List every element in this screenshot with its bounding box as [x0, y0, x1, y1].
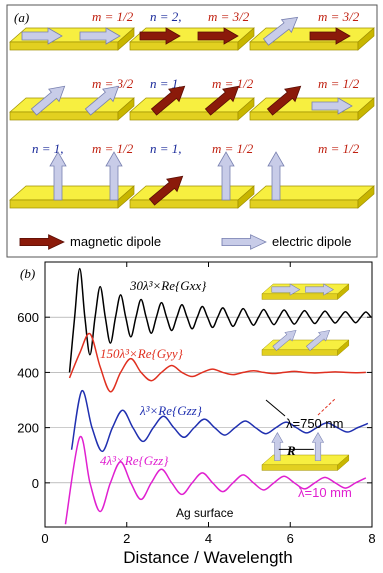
- legend-label: electric dipole: [272, 234, 352, 249]
- m-label: m = 3/2: [318, 9, 360, 24]
- series-label: λ³×Re{Gzz}: [139, 403, 203, 418]
- y-tick-label: 400: [17, 365, 39, 380]
- m-label: m = 1/2: [318, 141, 360, 156]
- m-label: m = 3/2: [208, 9, 250, 24]
- curve: [68, 267, 372, 373]
- distance-label: R: [286, 443, 296, 458]
- pointer: [265, 399, 286, 417]
- m-label: m = 1/2: [92, 141, 134, 156]
- x-tick-label: 6: [287, 531, 294, 546]
- panel-label: (b): [20, 266, 35, 281]
- curve: [64, 436, 367, 525]
- inset: [261, 432, 350, 471]
- wavelength-label: λ=10 mm: [298, 485, 352, 500]
- m-label: m = 3/2: [92, 76, 134, 91]
- curve: [68, 332, 366, 393]
- n-label: n = 2,: [150, 9, 182, 24]
- grid: [44, 262, 373, 527]
- inset: [261, 283, 350, 300]
- x-tick-label: 0: [41, 531, 48, 546]
- x-tick-label: 2: [123, 531, 130, 546]
- wavelength-label: λ=750 nm: [286, 416, 343, 431]
- m-label: m = 1/2: [212, 76, 254, 91]
- n-label: n = 1,: [150, 141, 182, 156]
- x-tick-label: 4: [205, 531, 212, 546]
- series-label: 4λ³×Re{Gzz}: [100, 453, 169, 468]
- n-label: n = 1,: [150, 76, 182, 91]
- m-label: m = 1/2: [212, 141, 254, 156]
- curve: [70, 390, 369, 453]
- series-label: 30λ³×Re{Gxx}: [129, 278, 207, 293]
- slab: [9, 97, 135, 121]
- x-axis-title: Distance / Wavelength: [123, 548, 292, 567]
- y-tick-label: 200: [17, 421, 39, 436]
- legend-label: magnetic dipole: [70, 234, 161, 249]
- curves: [64, 267, 372, 525]
- series-label: 150λ³×Re{Gyy}: [100, 346, 184, 361]
- m-label: m = 1/2: [318, 76, 360, 91]
- slab: [129, 185, 255, 209]
- y-tick-label: 0: [32, 476, 39, 491]
- panel-label: (a): [14, 10, 29, 25]
- x-tick-label: 8: [368, 531, 375, 546]
- pointer: [317, 397, 337, 416]
- surface-label: Ag surface: [176, 506, 234, 520]
- slab: [249, 185, 375, 209]
- slab: [129, 97, 255, 121]
- y-tick-label: 600: [17, 310, 39, 325]
- n-label: n = 1,: [32, 141, 64, 156]
- m-label: m = 1/2: [92, 9, 134, 24]
- inset: [261, 325, 350, 356]
